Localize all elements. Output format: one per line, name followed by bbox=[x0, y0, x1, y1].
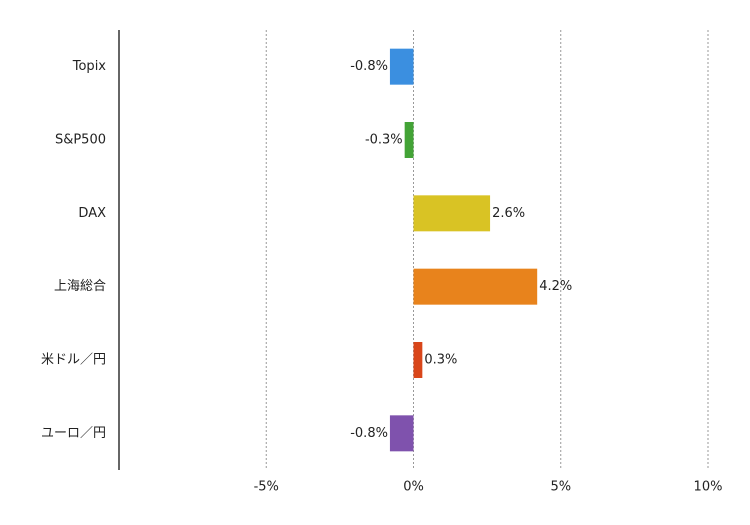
bar bbox=[413, 195, 491, 232]
bar bbox=[413, 342, 423, 378]
y-tick-label: 上海総合 bbox=[54, 279, 106, 294]
y-tick-label: Topix bbox=[72, 59, 107, 74]
value-label: -0.8% bbox=[350, 426, 388, 441]
bar bbox=[413, 268, 538, 305]
x-tick-label: 0% bbox=[403, 480, 424, 495]
x-tick-label: 5% bbox=[550, 480, 571, 495]
bar bbox=[389, 415, 414, 452]
y-tick-label: S&P500 bbox=[55, 133, 106, 148]
x-tick-label: 10% bbox=[694, 480, 723, 495]
bar bbox=[404, 122, 414, 158]
value-label: -0.8% bbox=[350, 59, 388, 74]
y-tick-label: DAX bbox=[78, 206, 106, 221]
x-tick-label: -5% bbox=[254, 480, 279, 495]
y-tick-label: 米ドル／円 bbox=[41, 353, 106, 368]
value-label: 2.6% bbox=[492, 206, 525, 221]
y-tick-label: ユーロ／円 bbox=[41, 426, 106, 441]
value-label: 0.3% bbox=[424, 353, 457, 368]
value-label: -0.3% bbox=[365, 133, 403, 148]
value-label: 4.2% bbox=[539, 279, 572, 294]
bar bbox=[389, 48, 414, 85]
